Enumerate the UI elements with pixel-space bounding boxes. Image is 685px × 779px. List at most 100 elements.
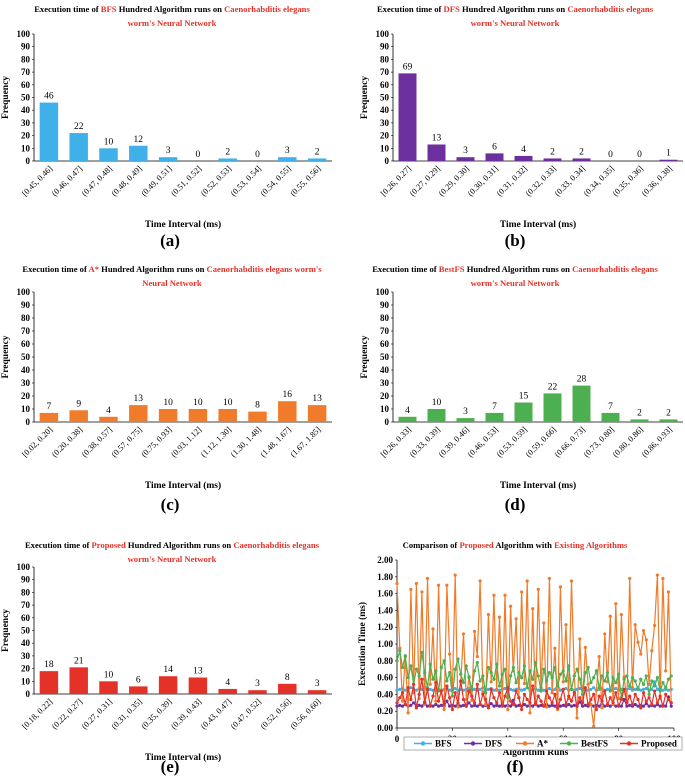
data-point bbox=[495, 662, 499, 666]
data-point bbox=[553, 687, 557, 691]
data-point bbox=[644, 638, 648, 642]
y-tick-label: 0.00 bbox=[377, 723, 393, 733]
data-point bbox=[398, 696, 402, 700]
bar bbox=[188, 409, 208, 422]
data-point bbox=[580, 692, 585, 697]
data-point bbox=[608, 614, 612, 618]
data-point bbox=[528, 669, 532, 673]
data-point bbox=[628, 686, 632, 691]
x-tick-label: 0 bbox=[395, 734, 400, 744]
bar bbox=[278, 157, 297, 161]
data-point bbox=[400, 699, 405, 703]
x-tick-label: (0.39, 0.43] bbox=[169, 697, 203, 731]
data-point bbox=[472, 629, 477, 634]
data-point bbox=[558, 697, 563, 702]
x-tick-label: (0.55, 0.56] bbox=[289, 164, 323, 198]
data-point bbox=[641, 687, 646, 691]
data-point bbox=[578, 696, 582, 700]
bar bbox=[248, 690, 267, 694]
series-proposed bbox=[395, 677, 673, 712]
chart-title-line1: Execution time of DFS Hundred Algorithm … bbox=[377, 4, 654, 14]
title-part: BFS bbox=[101, 4, 117, 14]
data-point bbox=[464, 704, 468, 708]
data-point bbox=[636, 697, 640, 702]
series-line bbox=[396, 650, 672, 698]
data-point bbox=[605, 670, 610, 675]
bar bbox=[39, 671, 59, 694]
data-point bbox=[461, 632, 466, 636]
data-point bbox=[561, 687, 565, 691]
data-point bbox=[486, 706, 491, 710]
data-point bbox=[414, 706, 418, 710]
data-point bbox=[486, 613, 491, 617]
data-point bbox=[592, 724, 596, 728]
data-point bbox=[492, 696, 496, 700]
data-point bbox=[592, 692, 596, 697]
data-label: 10 bbox=[104, 137, 114, 147]
data-point bbox=[511, 702, 515, 707]
data-label: 15 bbox=[519, 392, 529, 402]
y-tick-label: 30 bbox=[380, 118, 390, 128]
data-point bbox=[603, 689, 607, 693]
bar bbox=[158, 409, 178, 422]
data-label: 22 bbox=[74, 122, 84, 132]
data-point bbox=[511, 665, 515, 670]
bar bbox=[307, 405, 327, 422]
data-point bbox=[453, 686, 457, 691]
bar bbox=[307, 158, 327, 161]
bar bbox=[69, 133, 88, 161]
data-point bbox=[569, 579, 574, 583]
data-point bbox=[603, 679, 607, 683]
data-point bbox=[594, 688, 599, 692]
data-label: 3 bbox=[255, 679, 260, 689]
data-point bbox=[650, 649, 654, 653]
data-point bbox=[423, 701, 427, 705]
data-point bbox=[544, 689, 549, 693]
data-point bbox=[630, 702, 635, 707]
data-point bbox=[539, 703, 543, 707]
data-point bbox=[664, 692, 668, 697]
data-point bbox=[644, 702, 648, 706]
y-axis-label: Execution Time (ms) bbox=[357, 602, 368, 686]
data-point bbox=[617, 704, 621, 708]
data-point bbox=[580, 701, 585, 705]
data-point bbox=[497, 615, 502, 619]
y-axis-label: Frequency bbox=[360, 335, 370, 378]
data-point bbox=[614, 602, 618, 606]
data-point bbox=[406, 676, 410, 680]
data-point bbox=[522, 681, 527, 686]
data-point bbox=[514, 681, 518, 685]
data-label: 13 bbox=[312, 394, 322, 404]
chart-title-line2: worm's Neural Network bbox=[128, 18, 217, 28]
data-point bbox=[420, 650, 424, 655]
data-point bbox=[400, 665, 405, 670]
data-point bbox=[600, 699, 604, 703]
data-point bbox=[544, 705, 549, 709]
x-tick-label: (0.57, 0.75] bbox=[110, 425, 144, 459]
data-point bbox=[453, 573, 457, 577]
data-point bbox=[525, 686, 529, 690]
data-point bbox=[569, 699, 574, 703]
data-point bbox=[664, 669, 668, 673]
bar bbox=[485, 153, 504, 161]
data-label: 10 bbox=[432, 398, 442, 408]
data-point bbox=[528, 711, 532, 715]
bar bbox=[456, 157, 475, 161]
data-point bbox=[619, 613, 623, 617]
data-point bbox=[614, 681, 618, 685]
data-point bbox=[605, 687, 610, 691]
data-point bbox=[425, 576, 430, 581]
data-point bbox=[495, 688, 499, 692]
data-point bbox=[395, 688, 399, 692]
data-point bbox=[522, 702, 527, 707]
data-point bbox=[611, 676, 615, 680]
y-tick-label: 40 bbox=[21, 638, 31, 648]
data-point bbox=[403, 654, 407, 658]
data-point bbox=[572, 674, 576, 678]
data-point bbox=[431, 627, 435, 631]
data-point bbox=[414, 688, 418, 692]
bar bbox=[158, 157, 178, 161]
bar bbox=[278, 683, 297, 694]
data-point bbox=[558, 688, 563, 692]
data-point bbox=[625, 704, 629, 708]
